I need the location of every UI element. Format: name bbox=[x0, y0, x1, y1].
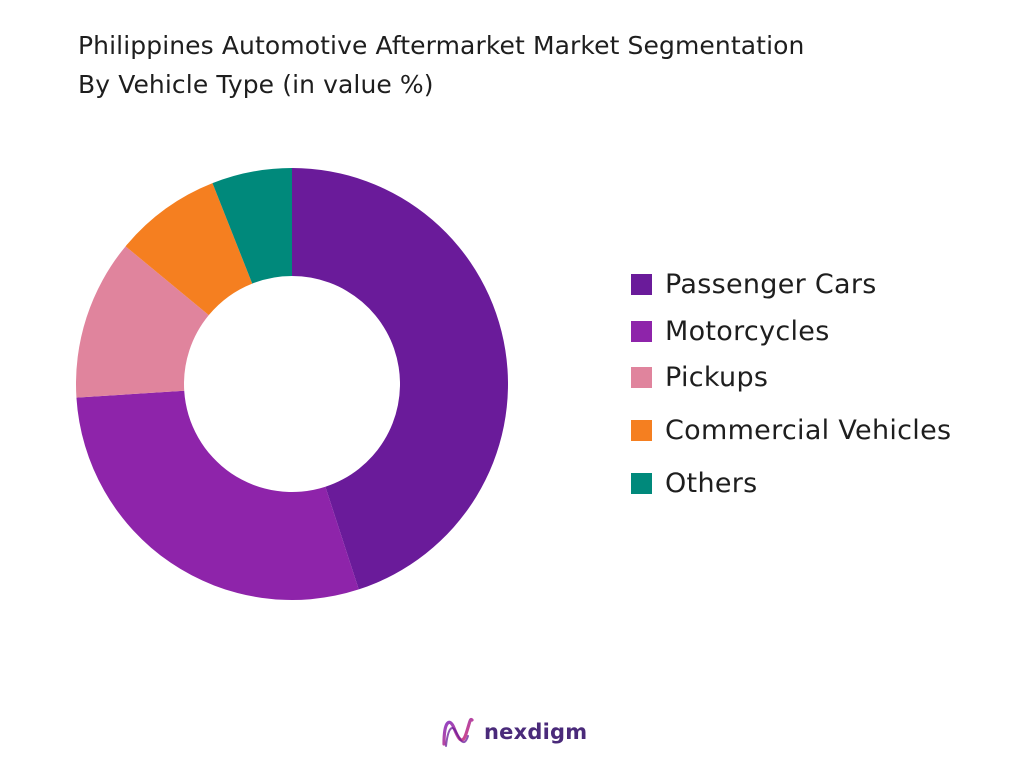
donut-chart bbox=[76, 168, 509, 600]
chart-title-line-2: By Vehicle Type (in value %) bbox=[78, 70, 434, 99]
nexdigm-wave-logo-icon bbox=[442, 717, 474, 747]
legend-item-commercial-vehicles: Commercial Vehicles bbox=[631, 414, 952, 446]
legend-swatch-passenger-cars bbox=[631, 273, 652, 295]
donut-slice-others bbox=[212, 168, 292, 284]
legend-item-motorcycles: Motorcycles bbox=[631, 315, 830, 347]
legend-label-passenger-cars: Passenger Cars bbox=[665, 268, 877, 300]
nexdigm-logo: nexdigm bbox=[440, 714, 587, 750]
legend-swatch-others bbox=[631, 472, 652, 494]
legend-label-motorcycles: Motorcycles bbox=[665, 315, 830, 347]
legend-label-others: Others bbox=[665, 467, 758, 499]
chart-title: Philippines Automotive Aftermarket Marke… bbox=[78, 26, 1008, 104]
donut-slice-passenger-cars bbox=[292, 168, 509, 590]
donut-slice-motorcycles bbox=[76, 390, 359, 600]
nexdigm-logo-text: nexdigm bbox=[484, 720, 588, 744]
donut-slice-pickups bbox=[76, 246, 209, 398]
legend-item-others: Others bbox=[631, 467, 758, 499]
legend-swatch-commercial-vehicles bbox=[631, 419, 652, 441]
legend-swatch-motorcycles bbox=[631, 320, 652, 342]
donut-slice-commercial-vehicles bbox=[125, 183, 253, 316]
chart-title-line-1: Philippines Automotive Aftermarket Marke… bbox=[78, 31, 805, 60]
legend-label-pickups: Pickups bbox=[665, 361, 769, 393]
legend-swatch-pickups bbox=[631, 366, 652, 388]
legend-label-commercial-vehicles: Commercial Vehicles bbox=[665, 414, 952, 446]
legend-item-passenger-cars: Passenger Cars bbox=[631, 268, 877, 300]
legend-item-pickups: Pickups bbox=[631, 361, 769, 393]
